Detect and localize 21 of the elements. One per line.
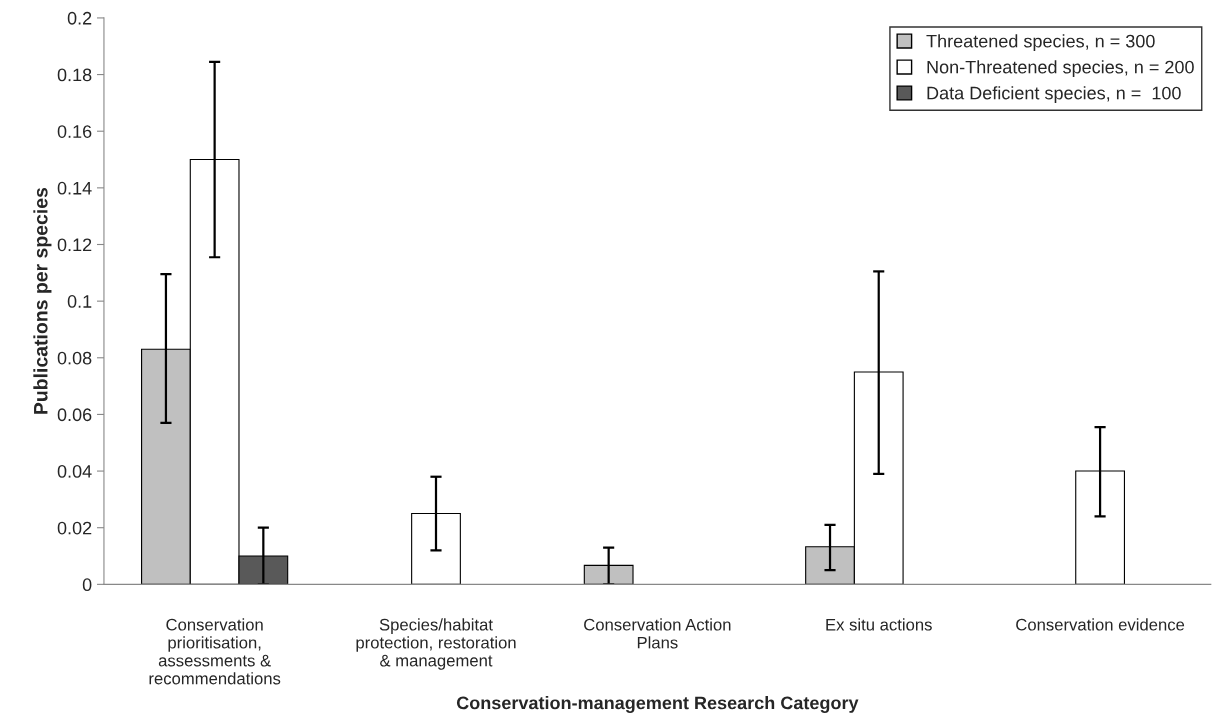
legend-label: Threatened species, n = 300: [926, 34, 1155, 52]
y-tick-label: 0.14: [57, 181, 92, 195]
y-tick-label: 0.1: [67, 295, 92, 308]
y-tick-label: 0.12: [57, 238, 92, 252]
x-tick-label: Ex situ actions: [826, 618, 932, 631]
y-tick-label: 0.2: [67, 11, 92, 25]
y-tick-label: 0.02: [57, 521, 92, 535]
y-tick-label: 0.06: [57, 408, 92, 422]
x-tick-label: Conservation Action Plans: [584, 618, 731, 649]
y-tick-label: 0.18: [57, 68, 92, 82]
y-tick-label: 0: [82, 578, 92, 592]
y-tick-label: 0.04: [57, 465, 92, 478]
x-tick-label: Species/habitat protection, restoration & management: [356, 618, 516, 670]
legend-label: Non-Threatened species, n = 200: [927, 60, 1194, 78]
y-tick-label: 0.16: [57, 125, 92, 138]
y-axis-title: Publications per species: [33, 187, 52, 414]
x-tick-label: Conservation evidence: [1016, 618, 1185, 631]
legend-label: Data Deficient species, n = 100: [927, 86, 1181, 104]
y-tick-label: 0.08: [57, 351, 92, 365]
x-axis-title: Conservation-management Research Category: [456, 696, 859, 713]
x-tick-label: Conservation prioritisation, assessments & recommendations: [149, 618, 281, 685]
